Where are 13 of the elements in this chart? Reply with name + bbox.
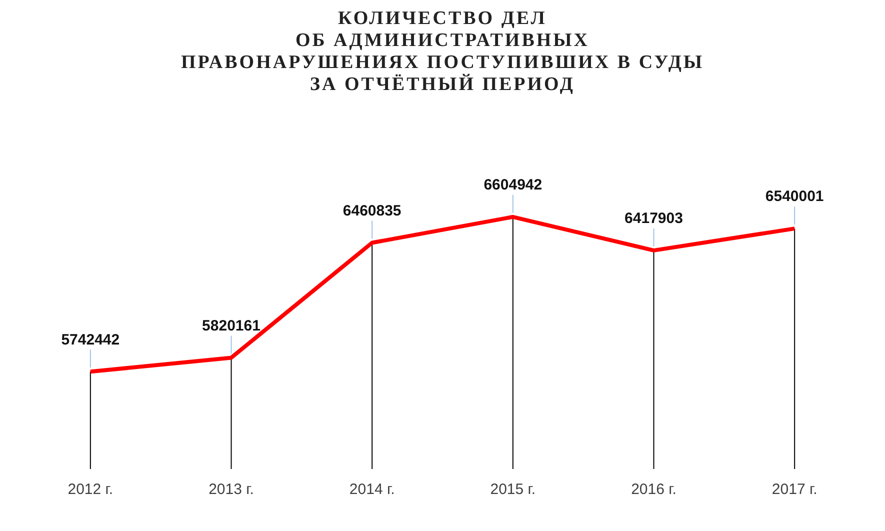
data-label: 6417903 (624, 210, 683, 228)
data-label: 6604942 (484, 176, 542, 194)
chart-title: КОЛИЧЕСТВО ДЕЛ ОБ АДМИНИСТРАТИВНЫХ ПРАВОНАРУШЕНИЯХ ПОСТУПИВШИХ В СУДЫ ЗА ОТЧЁТНЫЙ ПЕРИОД (180, 8, 706, 96)
x-tick-label: 2015 г. (490, 481, 536, 498)
x-tick-label: 2014 г. (349, 481, 395, 498)
x-tick-label: 2013 г. (208, 481, 254, 498)
x-tick-label: 2017 г. (772, 481, 818, 498)
x-tick-label: 2016 г. (631, 481, 676, 498)
data-label: 5820161 (202, 317, 260, 334)
data-label: 5742442 (61, 331, 120, 348)
data-label: 6460835 (342, 202, 402, 220)
x-tick-label: 2012 г. (68, 481, 114, 498)
data-label: 6540001 (765, 188, 824, 206)
